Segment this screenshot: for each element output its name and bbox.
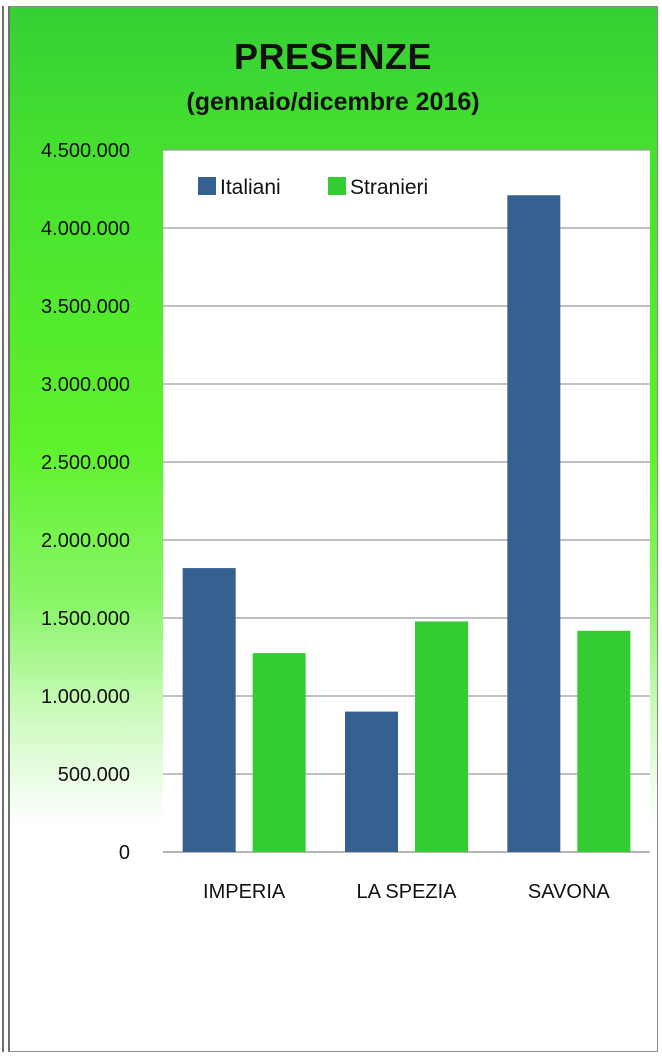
legend-label-stranieri: Stranieri: [350, 176, 428, 199]
y-tick-label: 3.500.000: [41, 296, 130, 318]
bar-stranieri-imperia: [252, 653, 306, 852]
y-tick-label: 3.000.000: [41, 374, 130, 396]
y-tick-label: 2.000.000: [41, 530, 130, 552]
legend-swatch-italiani: [198, 177, 216, 195]
y-tick-label: 4.500.000: [41, 140, 130, 162]
y-tick-label: 500.000: [58, 764, 130, 786]
chart-subtitle: (gennaio/dicembre 2016): [186, 88, 480, 116]
y-tick-label: 1.500.000: [41, 608, 130, 630]
x-tick-label: IMPERIA: [203, 881, 286, 903]
y-tick-label: 4.000.000: [41, 218, 130, 240]
bar-italiani-la-spezia: [345, 711, 398, 852]
chart-title: PRESENZE: [233, 36, 433, 77]
y-tick-label: 2.500.000: [41, 452, 130, 474]
bar-stranieri-savona: [577, 630, 631, 852]
window-left-border: [2, 6, 4, 1052]
y-tick-label: 1.000.000: [41, 686, 130, 708]
y-tick-label: 0: [119, 842, 130, 864]
legend-label-italiani: Italiani: [220, 176, 281, 199]
bar-stranieri-la-spezia: [415, 621, 468, 852]
bar-italiani-imperia: [182, 568, 236, 852]
bar-italiani-savona: [507, 195, 561, 853]
x-tick-label: SAVONA: [528, 881, 611, 903]
x-tick-label: LA SPEZIA: [356, 881, 457, 903]
legend-swatch-stranieri: [328, 177, 346, 195]
plot-area: [163, 150, 650, 852]
